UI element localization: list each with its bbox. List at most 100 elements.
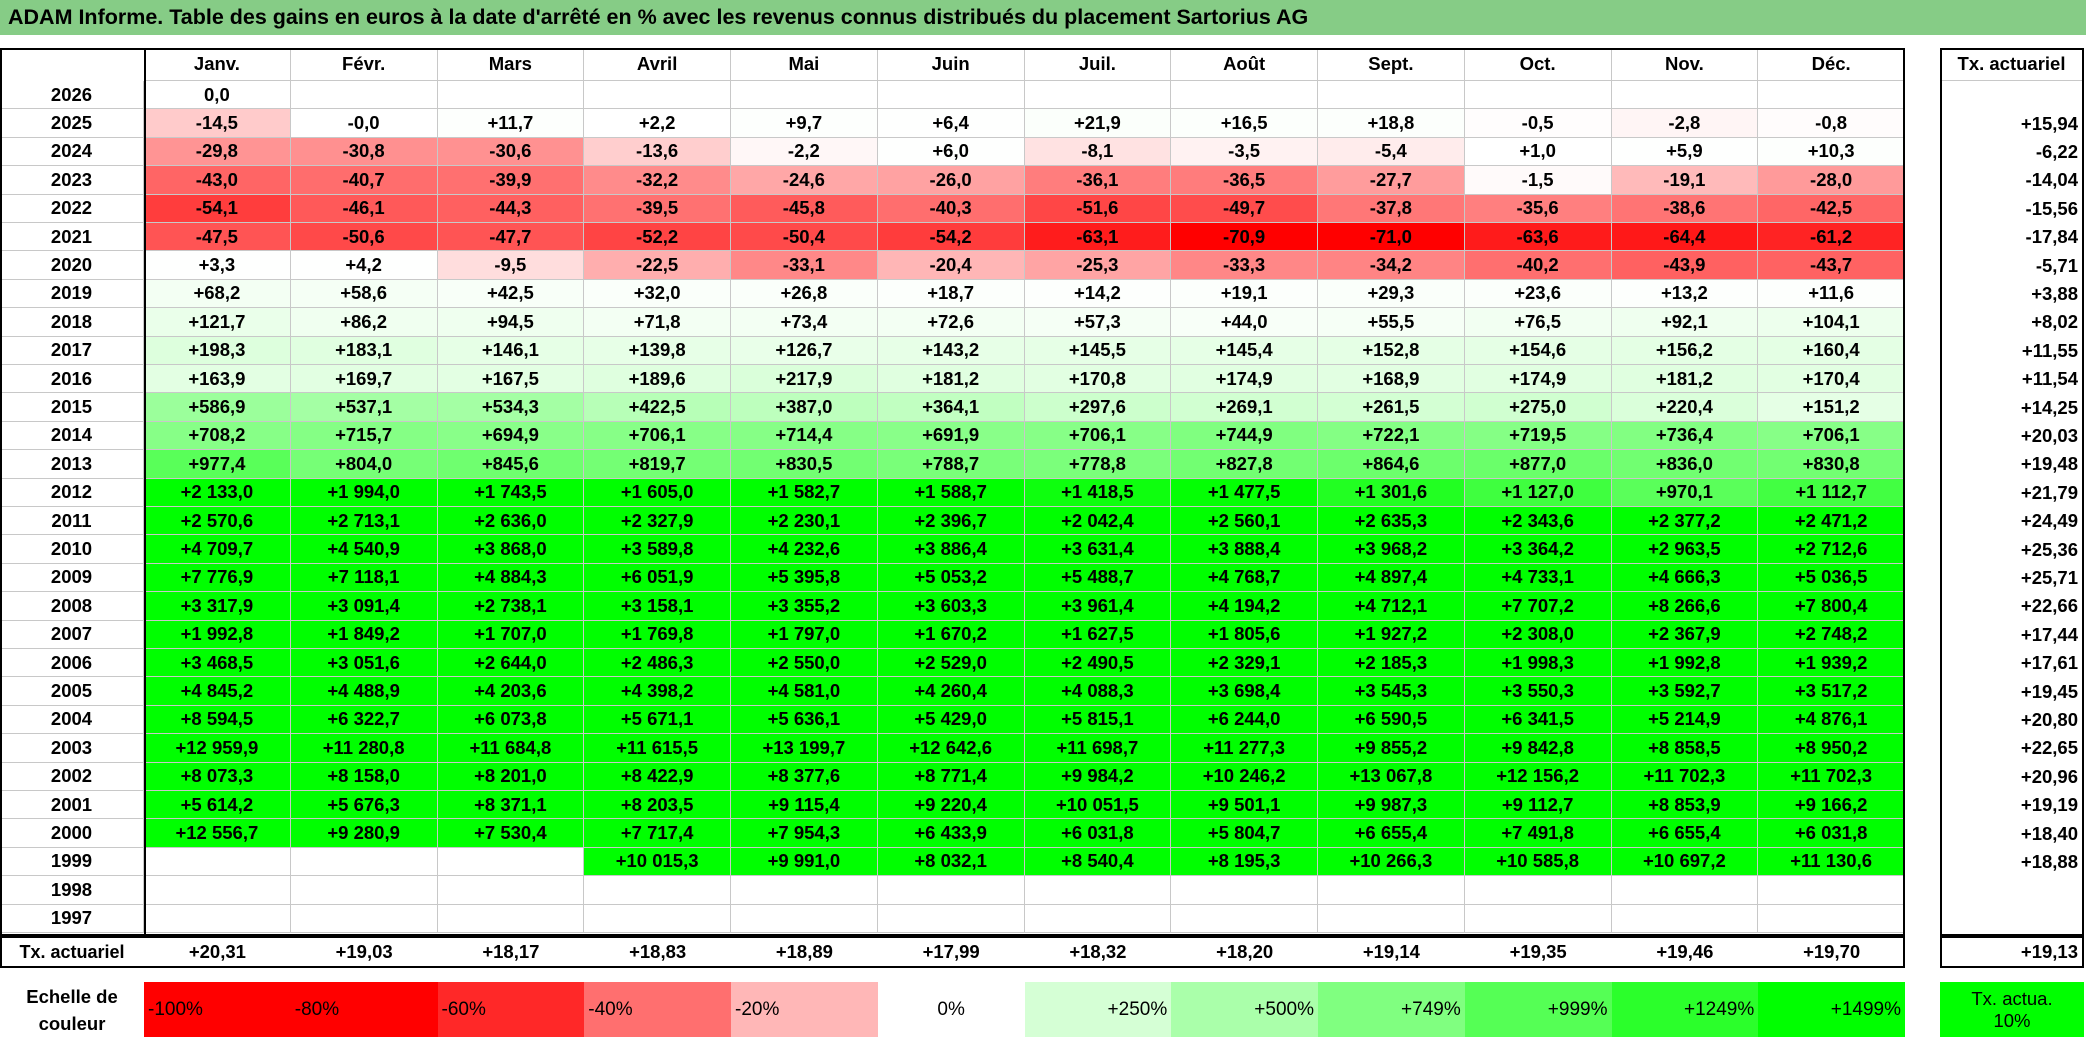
gain-cell: +706,1 [1024, 421, 1172, 451]
year-label: 2015 [0, 393, 144, 422]
gain-cell: -30,8 [290, 137, 438, 167]
gain-cell: +23,6 [1464, 279, 1612, 309]
gain-cell: +154,6 [1464, 336, 1612, 365]
gain-cell: +2 635,3 [1318, 507, 1465, 536]
gain-cell: -43,9 [1611, 251, 1759, 280]
gain-cell: +6 655,4 [1318, 819, 1465, 848]
gain-cell: +57,3 [1024, 308, 1172, 337]
rate-cell: +19,45 [2020, 680, 2078, 702]
gain-cell: +10 015,3 [584, 847, 731, 877]
gain-cell: +4 733,1 [1464, 563, 1612, 593]
gain-cell: +19,1 [1171, 279, 1318, 309]
gain-cell: +5 815,1 [1024, 705, 1172, 735]
gain-cell: +9 987,3 [1318, 791, 1465, 820]
gain-cell [731, 876, 878, 905]
gain-cell: +269,1 [1171, 393, 1318, 422]
gain-cell: +2 486,3 [584, 649, 731, 678]
gain-cell: +170,8 [1024, 365, 1172, 394]
year-label: 2008 [0, 592, 144, 621]
gain-cell: +11 615,5 [584, 734, 731, 763]
gain-cell: +9 112,7 [1464, 791, 1612, 820]
gain-cell: +5 676,3 [290, 791, 438, 820]
gain-cell: -36,1 [1024, 166, 1172, 195]
year-label: 2026 [0, 81, 144, 110]
gain-cell: +845,6 [437, 450, 585, 479]
gain-cell: +1 670,2 [877, 620, 1025, 649]
gain-cell: -61,2 [1758, 223, 1905, 252]
gain-cell: -30,6 [437, 137, 585, 167]
gain-cell [1318, 876, 1465, 905]
summary-cell: +17,99 [922, 941, 980, 962]
gain-cell: +1,0 [1464, 137, 1612, 167]
gain-cell: +7 776,9 [144, 563, 291, 593]
gain-cell: +3 968,2 [1318, 535, 1465, 564]
gain-cell: +7 707,2 [1464, 592, 1612, 621]
year-label: 1998 [0, 876, 144, 905]
year-label: 2004 [0, 705, 144, 735]
gain-cell: +12 959,9 [144, 734, 291, 763]
gain-cell: +9 855,2 [1318, 734, 1465, 763]
gain-cell: +8 371,1 [437, 791, 585, 820]
legend-swatch: -40% [584, 982, 731, 1037]
year-label: 2024 [0, 137, 144, 167]
summary-cell: +18,32 [1069, 941, 1127, 962]
gain-cell [290, 81, 438, 110]
gain-cell: +2 185,3 [1318, 649, 1465, 678]
gain-cell: +73,4 [731, 308, 878, 337]
gain-cell: +3 631,4 [1024, 535, 1172, 564]
gain-cell: -29,8 [144, 137, 291, 167]
gain-cell [1171, 81, 1318, 110]
gain-cell: +4 709,7 [144, 535, 291, 564]
rate-cell: -14,04 [2025, 169, 2078, 191]
gain-cell: +10 585,8 [1464, 847, 1612, 877]
legend-swatch: -100% [144, 982, 291, 1037]
gain-cell: +3 550,3 [1464, 677, 1612, 706]
gain-cell: +788,7 [877, 450, 1025, 479]
month-header: Janv. [144, 48, 291, 81]
summary-cell: +18,89 [775, 941, 833, 962]
gain-cell: +1 743,5 [437, 478, 585, 507]
gain-cell: +7 800,4 [1758, 592, 1905, 621]
gain-cell: +104,1 [1758, 308, 1905, 337]
year-label: 2023 [0, 166, 144, 195]
gain-cell [1464, 876, 1612, 905]
gain-cell: -40,3 [877, 194, 1025, 223]
gain-cell [1758, 904, 1905, 933]
year-label: 2018 [0, 308, 144, 337]
gain-cell [1611, 81, 1759, 110]
gain-cell: -39,9 [437, 166, 585, 195]
gain-cell: +5 636,1 [731, 705, 878, 735]
gain-cell: -33,1 [731, 251, 878, 280]
gain-cell: +92,1 [1611, 308, 1759, 337]
gain-cell: -32,2 [584, 166, 731, 195]
gain-cell: +2 308,0 [1464, 620, 1612, 649]
month-header: Févr. [290, 48, 438, 81]
gain-cell: +174,9 [1464, 365, 1612, 394]
legend-swatch: +1249% [1611, 982, 1759, 1037]
rate-cell: +24,49 [2020, 510, 2078, 532]
gain-cell: +3 517,2 [1758, 677, 1905, 706]
gain-cell: -71,0 [1318, 223, 1465, 252]
gain-cell: +6 322,7 [290, 705, 438, 735]
gain-cell: +877,0 [1464, 450, 1612, 479]
gain-cell: +1 588,7 [877, 478, 1025, 507]
gain-cell: +10 051,5 [1024, 791, 1172, 820]
rate-cell: +22,66 [2020, 595, 2078, 617]
gain-cell: +586,9 [144, 393, 291, 422]
gain-cell: +11 702,3 [1758, 762, 1905, 791]
gain-cell: +8 195,3 [1171, 847, 1318, 877]
gain-cell: +1 994,0 [290, 478, 438, 507]
gain-cell: +2 644,0 [437, 649, 585, 678]
gain-cell: +719,5 [1464, 421, 1612, 451]
gain-cell: -54,1 [144, 194, 291, 223]
gain-cell: +12 642,6 [877, 734, 1025, 763]
gain-cell: +2 748,2 [1758, 620, 1905, 649]
gain-cell: +6,0 [877, 137, 1025, 167]
month-header: Août [1171, 48, 1318, 81]
gain-cell: -9,5 [437, 251, 585, 280]
gain-cell: +3 589,8 [584, 535, 731, 564]
gain-cell: +6 341,5 [1464, 705, 1612, 735]
gain-cell: +6 073,8 [437, 705, 585, 735]
gain-cell: +4 232,6 [731, 535, 878, 564]
